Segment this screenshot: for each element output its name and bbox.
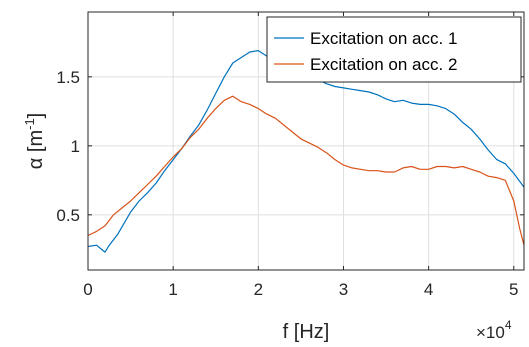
x-axis-exponent-base: ×10	[476, 323, 505, 342]
x-tick-label: 0	[83, 280, 92, 299]
legend-label-series-1: Excitation on acc. 1	[310, 29, 457, 48]
axis-ticks	[87, 12, 524, 270]
x-axis-exponent-power: 4	[505, 318, 512, 332]
x-tick-label: 3	[339, 280, 348, 299]
y-tick-label: 1	[71, 137, 80, 156]
series-line-2	[87, 95, 525, 246]
x-axis-label: f [Hz]	[283, 321, 330, 343]
plot-border	[87, 11, 525, 271]
y-axis-label-main: α [m	[25, 130, 47, 169]
legend-box	[266, 16, 522, 83]
x-tick-label: 5	[509, 280, 518, 299]
y-axis-label-superscript: -1	[22, 118, 37, 130]
y-axis-label: α [m-1]	[22, 113, 47, 169]
legend: Excitation on acc. 1 Excitation on acc. …	[266, 16, 522, 83]
x-tick-label: 1	[168, 280, 177, 299]
x-axis-exponent: ×104	[476, 318, 512, 342]
x-tick-label: 2	[254, 280, 263, 299]
y-axis-label-close: ]	[25, 113, 47, 119]
y-tick-label: 0.5	[56, 206, 80, 225]
x-tick-label: 4	[424, 280, 433, 299]
legend-label-series-2: Excitation on acc. 2	[310, 55, 457, 74]
y-tick-label: 1.5	[56, 68, 80, 87]
